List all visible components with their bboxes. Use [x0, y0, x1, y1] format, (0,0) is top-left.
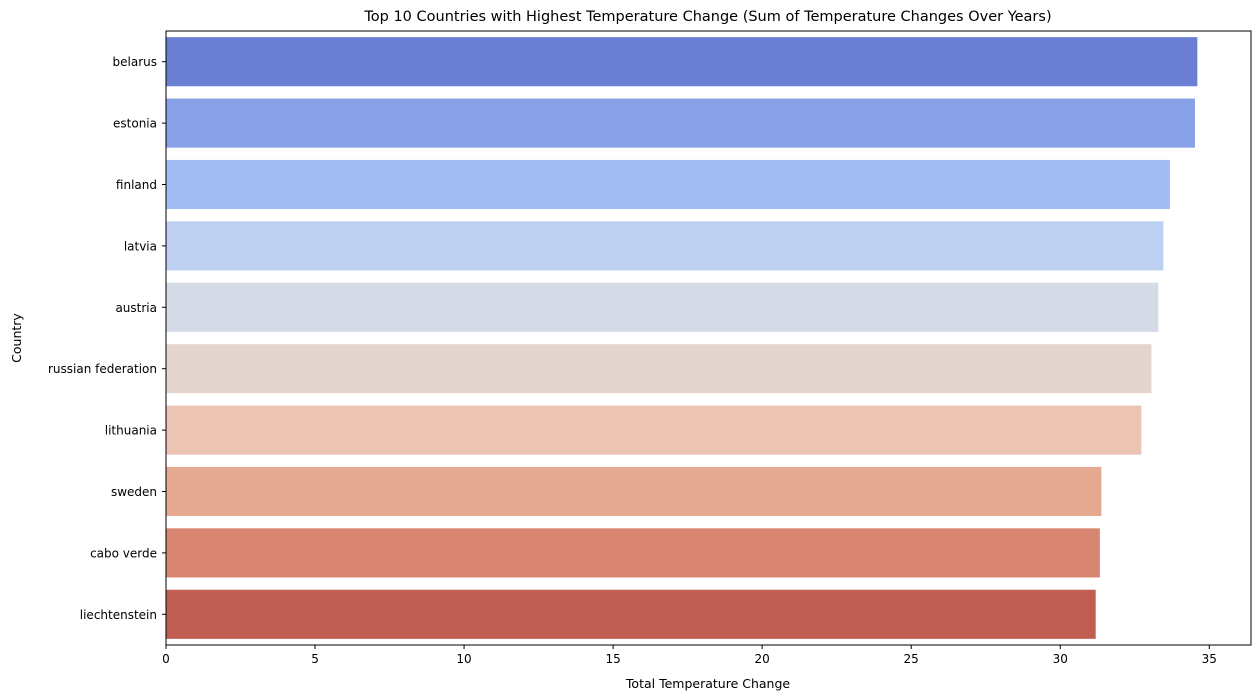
- x-tick-label: 30: [1053, 652, 1068, 666]
- y-tick-label: lithuania: [105, 424, 157, 438]
- y-tick-label: sweden: [111, 485, 157, 499]
- x-tick-label: 20: [755, 652, 770, 666]
- y-tick-label: austria: [115, 301, 157, 315]
- bar-austria: [166, 282, 1159, 332]
- y-tick-label: belarus: [113, 55, 157, 69]
- bars-group: [166, 37, 1198, 639]
- y-tick-label: finland: [116, 178, 157, 192]
- bar-latvia: [166, 221, 1164, 271]
- bar-cabo-verde: [166, 528, 1100, 578]
- y-tick-label: russian federation: [48, 362, 157, 376]
- bar-estonia: [166, 98, 1195, 148]
- bar-sweden: [166, 466, 1102, 517]
- bar-russian-federation: [166, 344, 1152, 394]
- y-tick-label: cabo verde: [90, 546, 157, 560]
- chart-title: Top 10 Countries with Highest Temperatur…: [363, 9, 1051, 25]
- x-axis-label: Total Temperature Change: [625, 676, 790, 691]
- y-tick-label: latvia: [124, 239, 157, 253]
- y-tick-label: liechtenstein: [80, 608, 157, 622]
- x-tick-label: 15: [605, 652, 620, 666]
- x-tick-label: 0: [162, 652, 170, 666]
- y-tick-label: estonia: [113, 117, 157, 131]
- y-axis-ticks: belarus estonia finland latvia austria russia…: [48, 55, 166, 622]
- x-tick-label: 10: [456, 652, 471, 666]
- bar-liechtenstein: [166, 589, 1096, 639]
- bar-finland: [166, 159, 1170, 210]
- x-tick-label: 35: [1202, 652, 1217, 666]
- x-tick-label: 25: [904, 652, 919, 666]
- bar-belarus: [166, 37, 1198, 87]
- y-axis-label: Country: [9, 313, 24, 363]
- bar-lithuania: [166, 405, 1142, 455]
- plot-frame: [165, 30, 1252, 646]
- x-axis-ticks: 0 5 10 15 20 25 30 35: [162, 645, 1217, 666]
- x-tick-label: 5: [311, 652, 319, 666]
